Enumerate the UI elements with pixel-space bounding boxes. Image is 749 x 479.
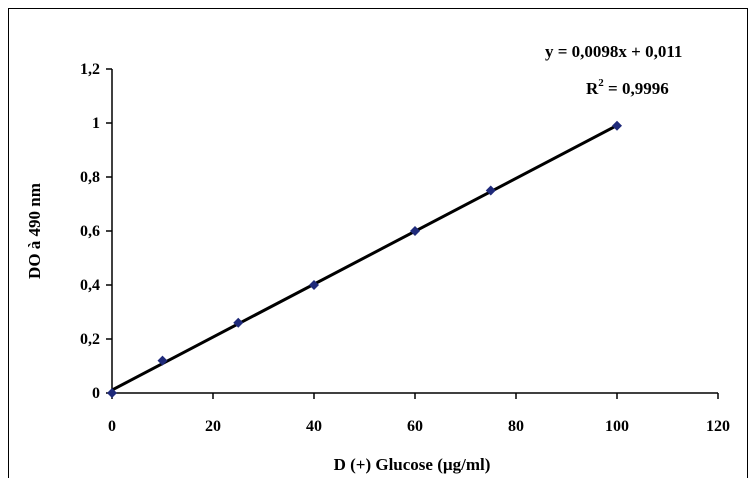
data-point [612, 120, 622, 131]
y-tick-label: 1,2 [80, 61, 100, 78]
data-point [233, 317, 244, 328]
data-point [107, 388, 117, 398]
x-tick-label: 100 [605, 418, 629, 435]
data-point [309, 280, 319, 290]
x-tick-label: 0 [108, 418, 116, 435]
trendline-equation: y = 0,0098x + 0,011 R2 = 0,9996 [545, 42, 682, 98]
x-tick-label: 80 [508, 418, 524, 435]
chart-frame [8, 8, 748, 478]
data-point [157, 355, 168, 366]
x-tick-label: 60 [407, 418, 423, 435]
y-tick-label: 0,6 [80, 223, 100, 240]
x-tick-label: 40 [306, 418, 322, 435]
x-ticks: 0 20 40 60 80 100 120 [108, 393, 730, 435]
y-tick-label: 0,4 [80, 277, 100, 294]
y-tick-label: 0,2 [80, 331, 100, 348]
y-tick-label: 0 [92, 385, 100, 402]
trendline [111, 124, 618, 392]
r-squared-label: R2 = 0,9996 [586, 77, 669, 98]
r2-value: = 0,9996 [604, 79, 669, 98]
x-tick-label: 20 [205, 418, 221, 435]
data-point [485, 185, 496, 196]
equation-label: y = 0,0098x + 0,011 [545, 42, 682, 61]
y-tick-label: 1 [92, 115, 100, 132]
x-axis-title: D (+) Glucose (µg/ml) [334, 455, 491, 474]
y-axis-title: DO à 490 nm [25, 183, 44, 279]
y-ticks: 0 0,2 0,4 0,6 0,8 1 1,2 [80, 61, 112, 402]
data-points [107, 120, 622, 398]
r2-exponent: 2 [598, 77, 604, 89]
x-tick-label: 120 [706, 418, 730, 435]
data-point [410, 226, 420, 236]
r2-prefix: R [586, 79, 599, 98]
y-tick-label: 0,8 [80, 169, 100, 186]
